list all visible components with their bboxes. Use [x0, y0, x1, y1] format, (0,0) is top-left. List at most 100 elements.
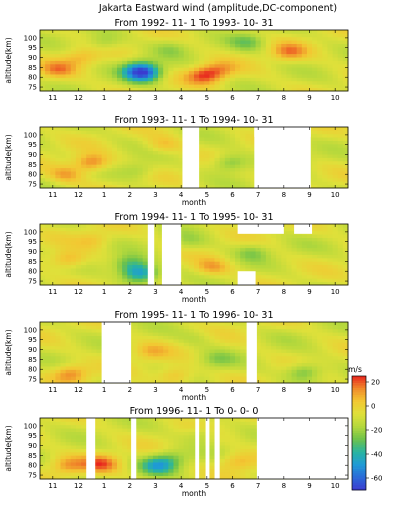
- heatmap-cell: [101, 251, 108, 255]
- heatmap-cell: [173, 74, 179, 78]
- heatmap-cell: [152, 455, 159, 460]
- heatmap-cell: [199, 63, 205, 68]
- heatmap-cell: [194, 80, 200, 85]
- heatmap-cell: [199, 127, 205, 131]
- heatmap-cell: [137, 438, 144, 443]
- heatmap-cell: [327, 157, 333, 162]
- heatmap-cell: [301, 332, 308, 336]
- heatmap-cell: [111, 127, 118, 131]
- heatmap-cell: [75, 74, 82, 78]
- heatmap-cell: [91, 133, 97, 138]
- heatmap-cell: [137, 60, 144, 65]
- heatmap-cell: [45, 264, 51, 269]
- heatmap-cell: [173, 57, 179, 61]
- heatmap-cell: [178, 268, 185, 272]
- heatmap-cell: [306, 70, 313, 75]
- heatmap-cell: [178, 63, 185, 68]
- heatmap-cell: [204, 342, 210, 347]
- heatmap-cell: [127, 261, 133, 266]
- heatmap-cell: [111, 424, 118, 429]
- heatmap-cell: [322, 268, 328, 272]
- heatmap-cell: [291, 268, 298, 272]
- heatmap-cell: [312, 325, 318, 330]
- heatmap-cell: [158, 342, 164, 347]
- heatmap-cell: [317, 271, 323, 276]
- heatmap-cell: [312, 147, 318, 152]
- heatmap-cell: [296, 247, 303, 252]
- heatmap-cell: [55, 431, 61, 436]
- heatmap-cell: [163, 57, 169, 61]
- heatmap-cell: [194, 247, 200, 252]
- heatmap-cell: [332, 251, 339, 255]
- heatmap-cell: [312, 332, 318, 336]
- heatmap-cell: [86, 46, 92, 51]
- heatmap-cell: [214, 322, 221, 326]
- heatmap-cell: [132, 261, 138, 266]
- heatmap-cell: [75, 428, 82, 432]
- heatmap-cell: [224, 379, 231, 384]
- heatmap-cell: [317, 160, 323, 165]
- heatmap-cell: [260, 274, 267, 279]
- heatmap-cell: [163, 127, 169, 131]
- y-axis-label: altitude(km): [4, 231, 13, 277]
- heatmap-cell: [312, 352, 318, 357]
- heatmap-cell: [111, 181, 118, 186]
- x-tick-label: 8: [282, 94, 286, 102]
- heatmap-cell: [70, 251, 77, 255]
- heatmap-cell: [106, 137, 113, 141]
- heatmap-cell: [199, 352, 205, 357]
- heatmap-cell: [142, 431, 149, 436]
- heatmap-cell: [183, 63, 190, 68]
- heatmap-cell: [224, 30, 231, 34]
- heatmap-cell: [60, 342, 67, 347]
- heatmap-cell: [50, 451, 56, 456]
- heatmap-cell: [265, 87, 272, 92]
- heatmap-cell: [106, 441, 113, 446]
- heatmap-cell: [194, 251, 200, 255]
- heatmap-cell: [168, 171, 174, 175]
- heatmap-cell: [86, 181, 92, 186]
- heatmap-cell: [245, 244, 251, 249]
- heatmap-cell: [235, 33, 241, 38]
- heatmap-cell: [209, 50, 215, 55]
- heatmap-cell: [235, 264, 241, 269]
- heatmap-cell: [55, 257, 61, 262]
- heatmap-cell: [209, 150, 215, 155]
- heatmap-cell: [209, 137, 215, 141]
- heatmap-cell: [117, 154, 123, 158]
- heatmap-cell: [173, 332, 179, 336]
- heatmap-cell: [219, 349, 226, 353]
- heatmap-cell: [250, 234, 256, 238]
- heatmap-cell: [327, 227, 333, 232]
- heatmap-cell: [137, 448, 144, 453]
- heatmap-cell: [147, 352, 154, 357]
- heatmap-cell: [224, 46, 231, 51]
- heatmap-cell: [312, 167, 318, 172]
- heatmap-cell: [265, 332, 272, 336]
- heatmap-cell: [224, 322, 231, 326]
- heatmap-cell: [163, 63, 169, 68]
- heatmap-cell: [327, 60, 333, 65]
- heatmap-cell: [240, 43, 246, 48]
- x-tick-label: 3: [153, 191, 157, 199]
- heatmap-cell: [86, 234, 92, 238]
- heatmap-cell: [158, 278, 164, 283]
- heatmap-cell: [229, 177, 236, 182]
- heatmap-cell: [117, 274, 123, 279]
- heatmap-cell: [40, 80, 46, 85]
- heatmap-cell: [255, 366, 262, 370]
- heatmap-cell: [152, 160, 159, 165]
- heatmap-cell: [337, 140, 344, 145]
- heatmap-cell: [327, 349, 333, 353]
- heatmap-cell: [286, 268, 292, 272]
- heatmap-cell: [296, 322, 303, 326]
- heatmap-cell: [142, 366, 149, 370]
- heatmap-cell: [183, 338, 190, 343]
- heatmap-cell: [127, 157, 133, 162]
- heatmap-cell: [168, 372, 174, 377]
- heatmap-cell: [50, 240, 56, 245]
- heatmap-cells: [40, 127, 349, 189]
- heatmap-cell: [40, 157, 46, 162]
- heatmap-cell: [199, 77, 205, 82]
- heatmap-cell: [235, 369, 241, 374]
